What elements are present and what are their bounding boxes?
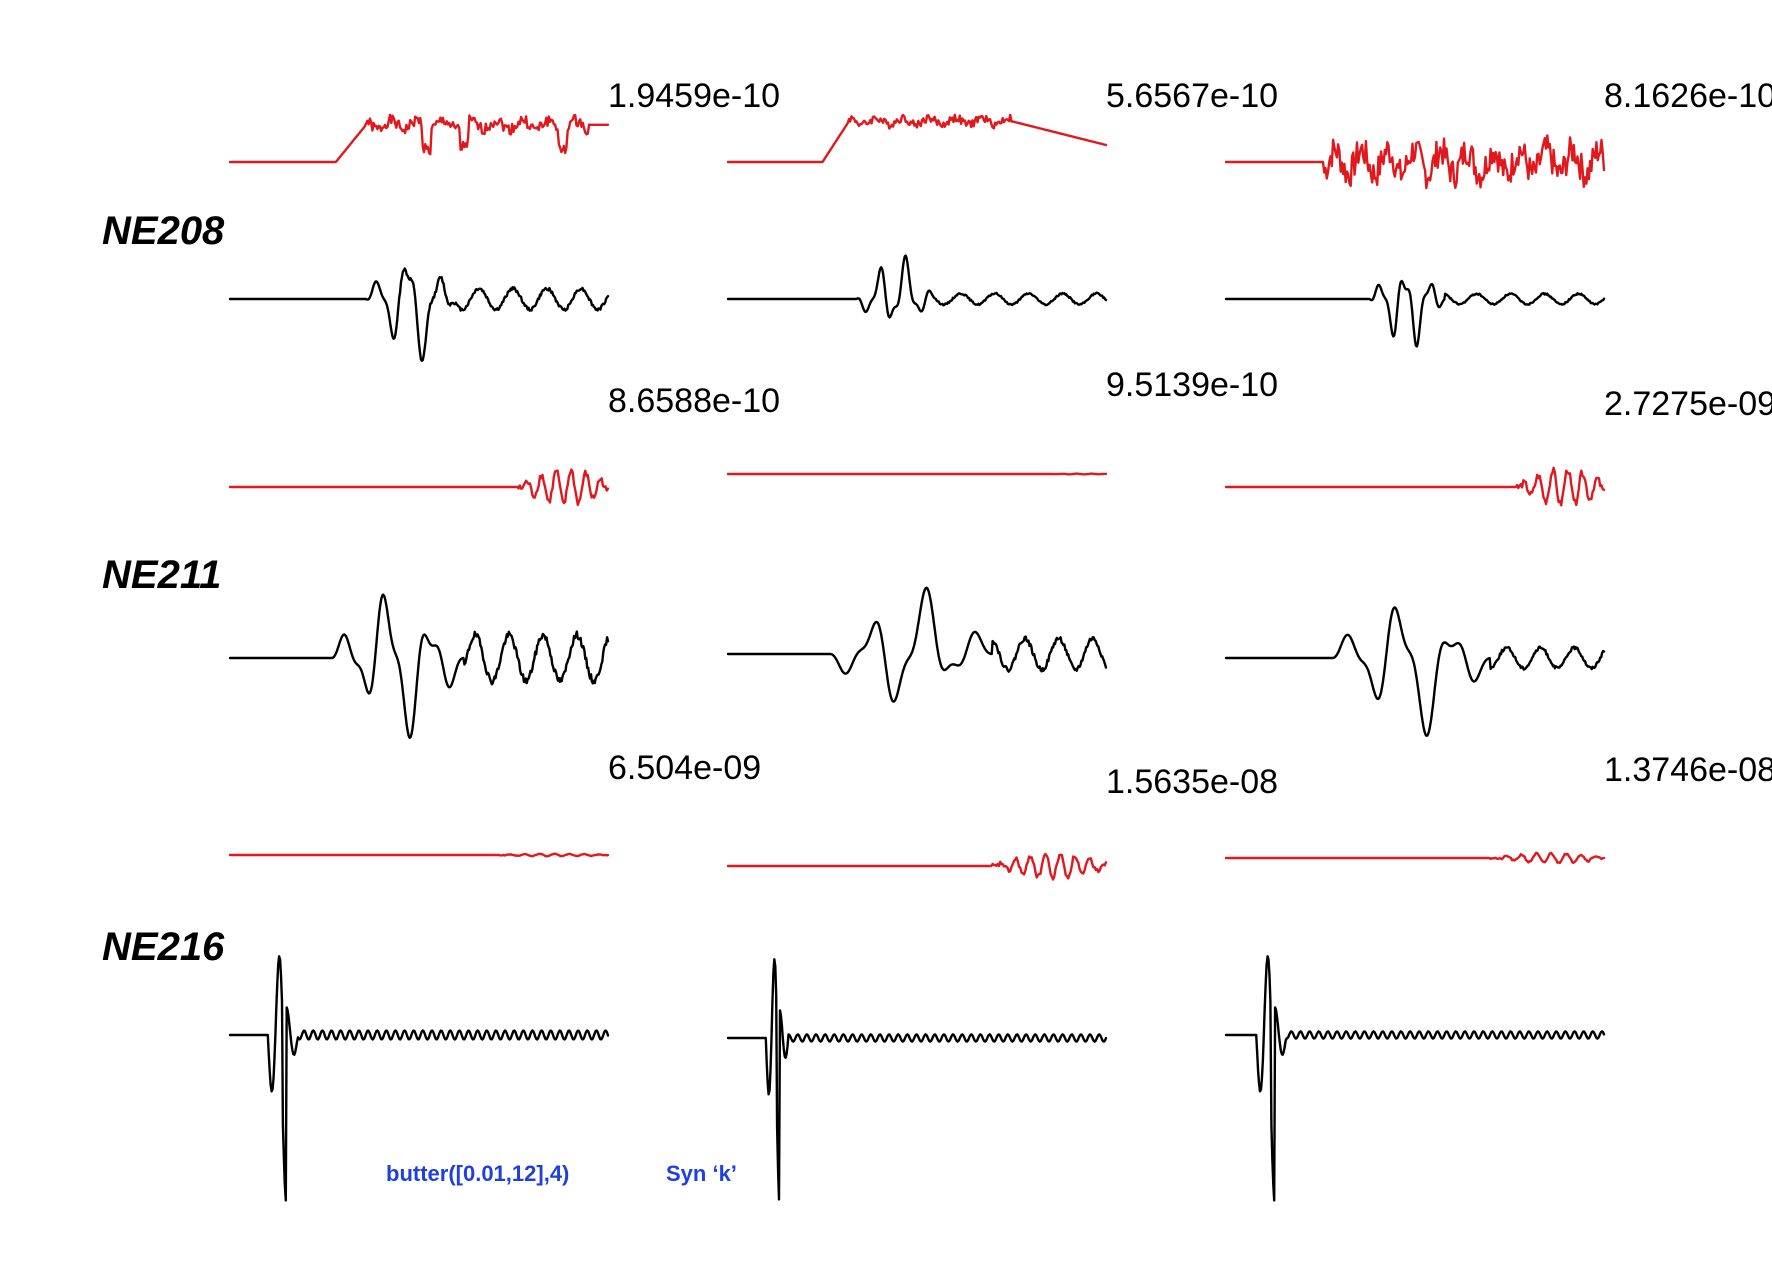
residual-trace-ne216-c2 bbox=[726, 852, 1108, 881]
station-label-ne211: NE211 bbox=[102, 553, 221, 597]
residual-trace-ne216-c1 bbox=[228, 852, 610, 858]
trace-group bbox=[228, 113, 1606, 1202]
waveform-trace-ne216-c1 bbox=[228, 955, 610, 1202]
amplitude-label-ne208-c3: 8.1626e-10 bbox=[1604, 77, 1772, 115]
station-label-ne208: NE208 bbox=[102, 209, 225, 253]
amplitude-label-ne211-c1: 8.6588e-10 bbox=[608, 382, 780, 420]
residual-trace-ne211-c1 bbox=[228, 468, 610, 507]
residual-trace-ne211-c2 bbox=[726, 472, 1108, 476]
waveform-trace-ne216-c3 bbox=[1224, 955, 1606, 1202]
waveform-trace-ne211-c2 bbox=[726, 586, 1108, 703]
residual-trace-ne208-c3 bbox=[1224, 134, 1606, 190]
residual-trace-ne211-c3 bbox=[1224, 466, 1606, 507]
waveform-trace-ne211-c1 bbox=[228, 593, 610, 739]
waveform-trace-ne211-c3 bbox=[1224, 606, 1606, 737]
synthetic-annotation: Syn ‘k’ bbox=[666, 1161, 737, 1186]
amplitude-label-ne216-c1: 6.504e-09 bbox=[608, 749, 761, 787]
waveform-trace-ne208-c1 bbox=[228, 267, 610, 362]
amplitude-label-ne208-c2: 5.6567e-10 bbox=[1106, 77, 1278, 115]
amplitude-label-ne216-c2: 1.5635e-08 bbox=[1106, 763, 1278, 801]
waveform-trace-ne208-c2 bbox=[726, 254, 1108, 319]
waveform-trace-ne216-c2 bbox=[726, 958, 1108, 1201]
filter-annotation: butter([0.01,12],4) bbox=[386, 1161, 569, 1186]
residual-trace-ne208-c1 bbox=[228, 113, 610, 164]
waveform-trace-ne208-c3 bbox=[1224, 279, 1606, 348]
residual-trace-ne208-c2 bbox=[726, 113, 1108, 164]
station-label-ne216: NE216 bbox=[102, 925, 225, 969]
residual-trace-ne216-c3 bbox=[1224, 851, 1606, 864]
amplitude-label-ne208-c1: 1.9459e-10 bbox=[608, 77, 780, 115]
amplitude-label-ne211-c3: 2.7275e-09 bbox=[1604, 385, 1772, 423]
amplitude-label-ne211-c2: 9.5139e-10 bbox=[1106, 366, 1278, 404]
amplitude-label-ne216-c3: 1.3746e-08 bbox=[1604, 751, 1772, 789]
